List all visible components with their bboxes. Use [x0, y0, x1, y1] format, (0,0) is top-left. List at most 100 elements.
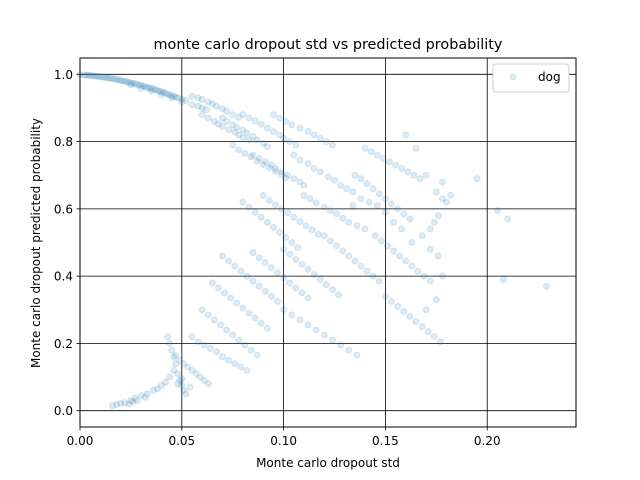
data-point [166, 339, 174, 347]
data-point [473, 175, 481, 183]
data-point [265, 164, 273, 172]
data-point [298, 289, 306, 297]
data-point [145, 84, 153, 92]
data-point [296, 178, 304, 186]
data-point [208, 100, 216, 108]
data-point [123, 78, 131, 86]
data-point [125, 78, 133, 86]
x-tick-label: 0.10 [270, 434, 297, 448]
data-point [188, 101, 196, 109]
data-point [219, 122, 227, 130]
y-tick-label: 0.6 [54, 202, 73, 216]
data-point [361, 144, 369, 152]
data-point [290, 175, 298, 183]
data-point [100, 73, 108, 81]
data-point [304, 127, 312, 135]
data-point [204, 311, 212, 319]
data-point [133, 80, 141, 88]
data-point [176, 356, 184, 364]
data-point [398, 225, 406, 233]
data-point [388, 200, 396, 208]
data-point [200, 341, 208, 349]
data-point [164, 333, 172, 341]
data-point [276, 114, 284, 122]
data-point [204, 380, 212, 388]
data-point [90, 72, 98, 80]
data-point [131, 80, 139, 88]
data-point [288, 239, 296, 246]
data-point [424, 328, 432, 336]
data-point [227, 294, 235, 302]
data-point [210, 316, 218, 324]
data-point [381, 208, 389, 216]
data-point [394, 302, 402, 310]
data-point [367, 148, 375, 156]
data-point [245, 114, 253, 122]
data-point [385, 158, 393, 166]
data-point [310, 164, 318, 172]
data-point [381, 292, 389, 300]
data-point [416, 175, 424, 183]
data-point [147, 84, 155, 92]
data-point [225, 257, 233, 265]
data-point [402, 131, 410, 139]
data-point [345, 252, 353, 260]
data-point [194, 102, 202, 110]
data-point [86, 72, 94, 80]
data-point [102, 74, 110, 82]
data-point [164, 90, 172, 98]
data-point [371, 232, 379, 240]
data-point [216, 321, 224, 329]
data-point [180, 387, 188, 395]
data-point [170, 366, 178, 374]
data-point [269, 223, 277, 231]
data-point [406, 313, 414, 321]
data-point [304, 265, 312, 273]
data-point [269, 111, 277, 119]
data-point [247, 153, 255, 161]
data-point [223, 326, 231, 334]
data-point [247, 346, 255, 354]
data-point [251, 208, 259, 216]
data-point [129, 398, 137, 406]
data-point [392, 161, 400, 169]
data-point [96, 73, 104, 81]
data-point [233, 123, 241, 131]
x-axis-label: Monte carlo dropout std [256, 456, 400, 470]
data-point [351, 257, 359, 265]
data-point [170, 353, 178, 361]
data-point [255, 282, 263, 290]
data-point [251, 117, 259, 125]
data-point [306, 195, 314, 203]
data-point [141, 393, 149, 401]
data-point [269, 127, 277, 135]
data-point [212, 348, 220, 356]
data-point [204, 98, 212, 106]
data-point [292, 284, 300, 292]
x-tick-label: 0.20 [474, 434, 501, 448]
data-point [331, 176, 339, 184]
y-tick-label: 1.0 [54, 68, 73, 82]
data-point [176, 376, 184, 384]
data-point [394, 205, 402, 213]
data-point [373, 201, 381, 209]
data-point [155, 87, 163, 95]
data-point [292, 255, 300, 263]
data-point [375, 277, 383, 285]
data-point [214, 284, 222, 292]
data-point [314, 230, 322, 238]
data-point [198, 306, 206, 314]
data-point [235, 146, 243, 154]
data-point [396, 252, 404, 260]
data-point [157, 381, 165, 389]
y-tick-label: 0.4 [54, 270, 73, 284]
data-point [109, 402, 117, 410]
data-point [245, 203, 253, 211]
data-point [251, 314, 259, 322]
data-point [400, 307, 408, 315]
data-point [304, 294, 312, 302]
data-point [339, 214, 347, 222]
data-point [422, 171, 430, 179]
data-point [328, 336, 336, 344]
